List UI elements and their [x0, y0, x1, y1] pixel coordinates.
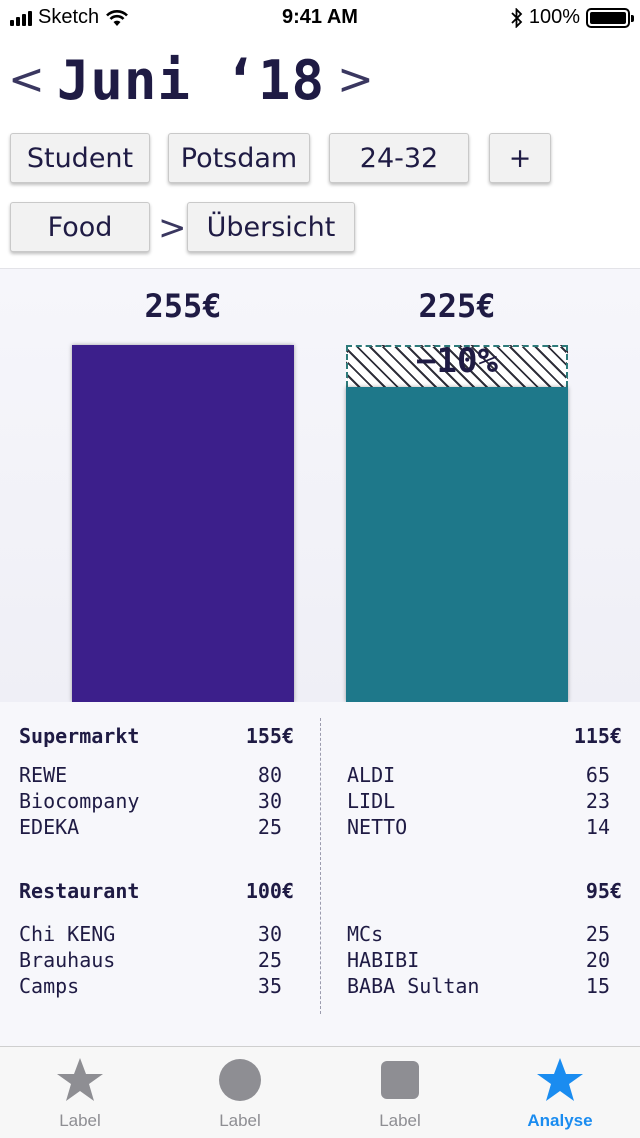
filter-chip-city[interactable]: Potsdam [168, 133, 310, 183]
list-item-value: 25 [257, 948, 282, 972]
list-item-value: 15 [585, 974, 610, 998]
list-item-name: MCs [347, 922, 384, 946]
list-item-value: 25 [257, 815, 282, 839]
list-item-value: 25 [585, 922, 610, 946]
list-item-value: 80 [257, 763, 282, 787]
battery-percent: 100% [528, 6, 580, 28]
list-item-value: 14 [585, 815, 610, 839]
tab-analyse[interactable]: Analyse [480, 1047, 640, 1138]
list-item-name: Camps [19, 974, 80, 998]
list-item-name: BABA Sultan [347, 974, 480, 998]
group-total: 100€ [245, 879, 294, 903]
list-item-name: HABIBI [347, 948, 420, 972]
column-divider [320, 718, 321, 1014]
tab-label: Label [59, 1111, 101, 1130]
list-item-name: NETTO [347, 815, 408, 839]
group-title-supermarkt: Supermarkt [19, 724, 140, 748]
comparison-chart: 255€ 225€ −10% [0, 268, 640, 702]
star-icon [57, 1058, 103, 1101]
status-bar: Sketch 9:41 AM 100% [0, 0, 640, 40]
list-item-name: REWE [19, 763, 68, 787]
list-item-value: 30 [257, 789, 282, 813]
status-left: Sketch [10, 6, 129, 29]
status-right: 100% [511, 6, 634, 29]
list-item-name: Brauhaus [19, 948, 116, 972]
list-item-value: 30 [257, 922, 282, 946]
bar-left[interactable] [72, 345, 294, 702]
next-month-button[interactable]: > [336, 54, 374, 105]
tab-bar: Label Label Label Analyse [0, 1046, 640, 1138]
tab-label-3[interactable]: Label [320, 1047, 480, 1138]
list-item-name: Biocompany [19, 789, 140, 813]
change-label: −10% [416, 341, 498, 381]
reduction-hatch: −10% [346, 341, 568, 387]
circle-icon [219, 1059, 261, 1101]
list-item-value: 35 [257, 974, 282, 998]
group-total: 115€ [573, 724, 622, 748]
clock: 9:41 AM [282, 6, 358, 28]
view-chip-overview[interactable]: Übersicht [187, 202, 355, 252]
group-total: 95€ [585, 879, 622, 903]
list-item-value: 65 [585, 763, 610, 787]
list-item-value: 20 [585, 948, 610, 972]
star-icon [537, 1058, 583, 1101]
square-icon [381, 1061, 419, 1099]
bluetooth-icon [511, 7, 523, 28]
group-title-restaurant: Restaurant [19, 879, 140, 903]
add-filter-button[interactable]: + [489, 133, 551, 183]
battery-icon [586, 7, 634, 28]
spending-breakdown: Supermarkt 155€ REWE 80 Biocompany 30 ED… [0, 702, 640, 1046]
filter-chip-age[interactable]: 24-32 [329, 133, 469, 183]
month-header: < Juni ‘18 > [8, 48, 374, 112]
group-total: 155€ [245, 724, 294, 748]
carrier-label: Sketch [38, 6, 100, 28]
breadcrumb-separator: > [158, 208, 187, 248]
left-total-label: 255€ [144, 287, 222, 325]
tab-label-2[interactable]: Label [160, 1047, 320, 1138]
list-item-name: EDEKA [19, 815, 80, 839]
month-title: Juni ‘18 [56, 48, 325, 112]
right-total-label: 225€ [418, 287, 496, 325]
list-item-name: ALDI [347, 763, 396, 787]
category-chip-food[interactable]: Food [10, 202, 150, 252]
tab-label: Label [219, 1111, 261, 1130]
list-item-value: 23 [585, 789, 610, 813]
tab-label: Analyse [527, 1111, 593, 1130]
signal-icon [10, 10, 32, 26]
list-item-name: Chi KENG [19, 922, 116, 946]
filter-chip-student[interactable]: Student [10, 133, 150, 183]
bar-right[interactable] [346, 387, 568, 702]
previous-month-button[interactable]: < [8, 54, 45, 105]
wifi-icon [106, 9, 129, 26]
tab-label-1[interactable]: Label [0, 1047, 160, 1138]
tab-label: Label [379, 1111, 421, 1130]
list-item-name: LIDL [347, 789, 396, 813]
